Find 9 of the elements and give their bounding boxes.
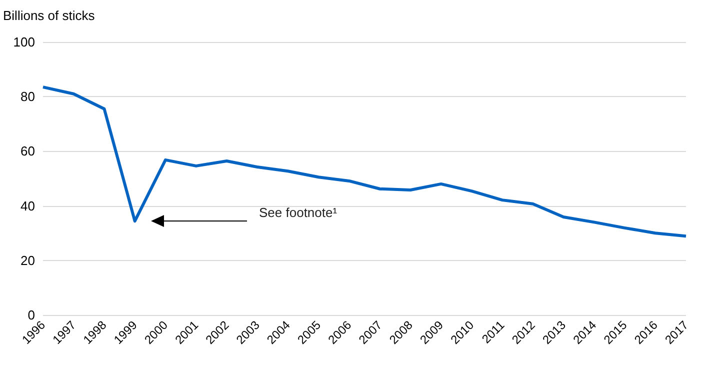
y-tick-label: 40 [20, 198, 35, 214]
y-tick-label: 100 [13, 34, 35, 50]
y-axis-title: Billions of sticks [3, 8, 96, 23]
line-series [42, 86, 688, 238]
y-tick-label: 0 [28, 308, 35, 322]
annotation: See footnote¹ [259, 205, 338, 220]
y-tick-label: 60 [20, 144, 35, 159]
y-tick-label: 20 [20, 252, 35, 268]
y-tick-label: 80 [20, 89, 35, 104]
